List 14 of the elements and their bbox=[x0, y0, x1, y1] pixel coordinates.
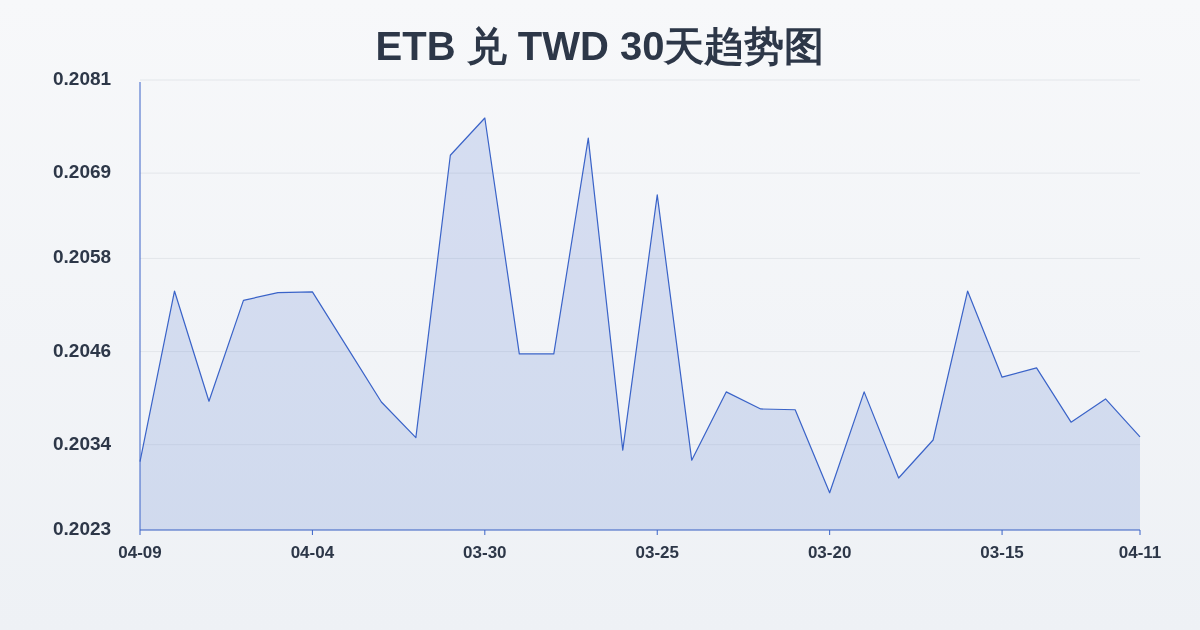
y-tick-label: 0.2046 bbox=[53, 339, 112, 361]
x-tick-label: 03-20 bbox=[807, 543, 852, 562]
x-tick-label: 04-04 bbox=[290, 543, 335, 562]
y-tick-label: 0.2034 bbox=[53, 432, 112, 454]
y-tick-label: 0.2081 bbox=[53, 68, 112, 90]
chart-title: ETB 兑 TWD 30天趋势图 bbox=[375, 24, 825, 68]
x-tick-label: 03-15 bbox=[980, 543, 1024, 562]
x-tick-label: 04-09 bbox=[118, 543, 162, 562]
y-tick-label: 0.2023 bbox=[53, 518, 112, 540]
y-tick-label: 0.2058 bbox=[53, 246, 112, 268]
x-tick-label: 03-30 bbox=[463, 543, 507, 562]
x-tick-label: 03-25 bbox=[635, 543, 679, 562]
y-tick-label: 0.2069 bbox=[53, 161, 112, 183]
x-tick-label: 04-11 bbox=[1118, 543, 1162, 562]
